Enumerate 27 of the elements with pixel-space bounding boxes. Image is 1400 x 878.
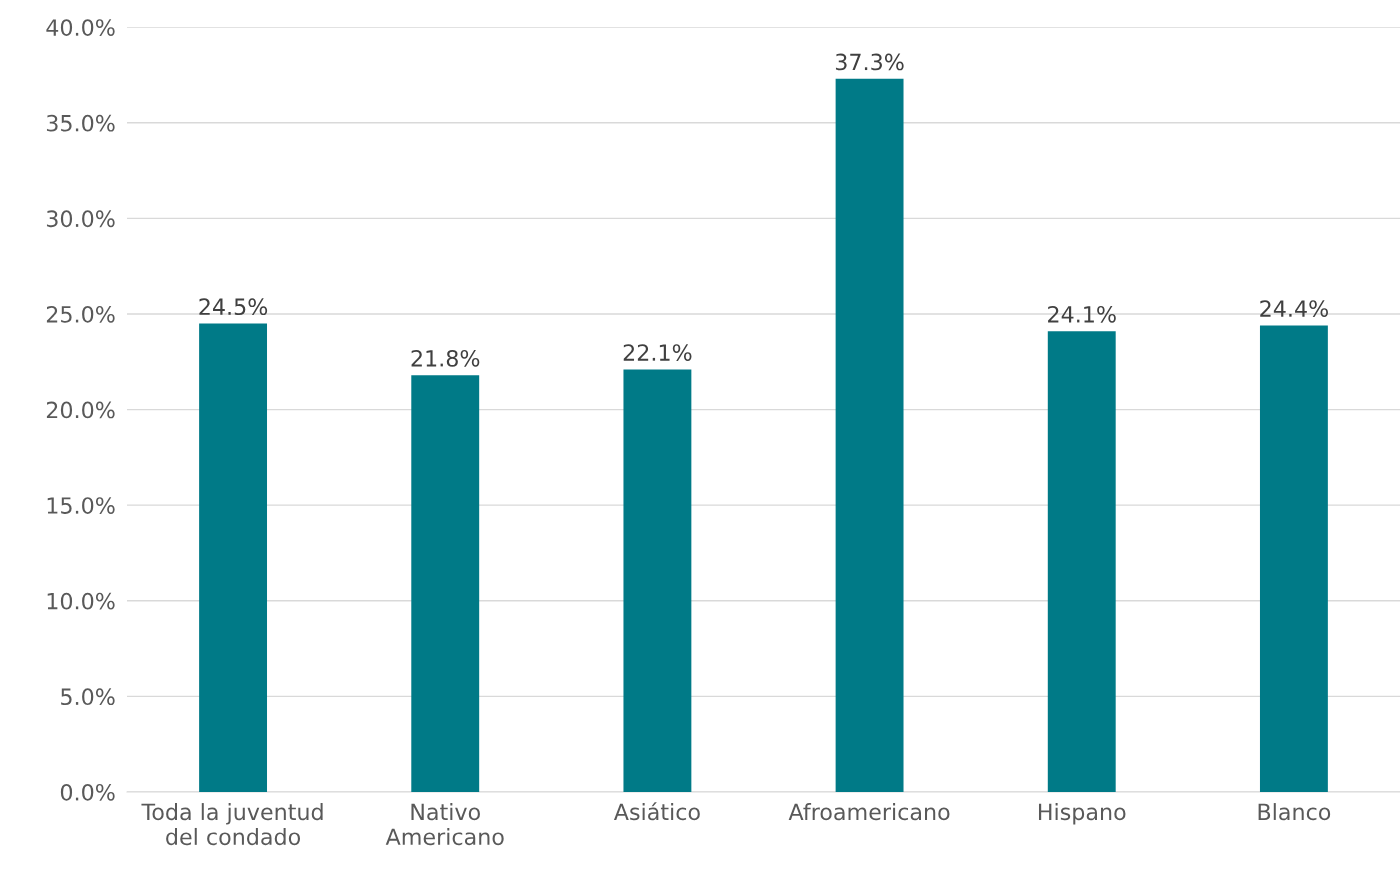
bar bbox=[199, 323, 268, 792]
bar bbox=[835, 78, 904, 792]
bar bbox=[623, 369, 692, 792]
x-tick-label: Asiático bbox=[613, 802, 700, 821]
y-tick-label: 20.0% bbox=[46, 401, 115, 419]
x-tick-label: Nativo Americano bbox=[385, 803, 504, 846]
y-tick-label: 5.0% bbox=[61, 688, 115, 706]
y-tick-label: 10.0% bbox=[47, 592, 115, 610]
x-tick-label: Blanco bbox=[1258, 803, 1331, 821]
x-tick-label: Toda la juventud del condado bbox=[141, 803, 323, 846]
y-tick-label: 40.0% bbox=[46, 19, 115, 36]
data-label: 37.3% bbox=[835, 53, 904, 71]
y-tick-label: 0.0% bbox=[60, 783, 115, 801]
bar bbox=[1259, 325, 1328, 792]
data-label: 24.4% bbox=[1260, 300, 1328, 317]
y-tick-label: 25.0% bbox=[46, 305, 115, 323]
bar bbox=[1047, 331, 1116, 792]
data-label: 24.1% bbox=[1048, 305, 1116, 323]
bar bbox=[411, 375, 480, 792]
data-label: 22.1% bbox=[623, 344, 692, 361]
y-tick-label: 30.0% bbox=[46, 210, 115, 228]
x-tick-label: Afroamericano bbox=[788, 803, 950, 821]
data-label: 24.5% bbox=[199, 298, 268, 316]
y-tick-label: 15.0% bbox=[47, 497, 115, 514]
data-label: 21.8% bbox=[411, 349, 480, 367]
x-tick-label: Hispano bbox=[1038, 803, 1126, 825]
y-tick-label: 35.0% bbox=[46, 114, 115, 132]
